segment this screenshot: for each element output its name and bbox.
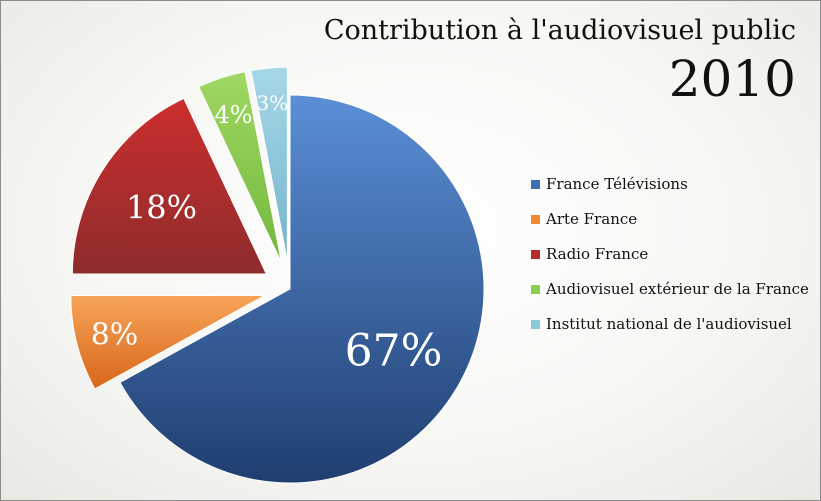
pie-slice-institut-national-de-l-audiovisuel bbox=[250, 66, 288, 262]
pie-slice-france-televisions bbox=[119, 94, 485, 484]
legend-swatch-institut-national-de-l-audiovisuel bbox=[531, 320, 540, 329]
legend-swatch-radio-france bbox=[531, 250, 540, 259]
pie-slice-arte-france bbox=[70, 294, 266, 390]
legend-swatch-france-televisions bbox=[531, 180, 540, 189]
pie-slice-radio-france bbox=[71, 97, 268, 275]
pie-data-labels: 67% 8% 18% 4% 3% bbox=[91, 91, 443, 377]
chart-title: Contribution à l'audiovisuel public bbox=[324, 15, 796, 46]
legend-label-radio-france: Radio France bbox=[546, 245, 648, 263]
legend-swatch-audiovisuel-exterieur-de-la-france bbox=[531, 285, 540, 294]
data-label-france-televisions: 67% bbox=[345, 326, 443, 377]
legend-label-france-televisions: France Télévisions bbox=[546, 175, 688, 193]
legend-label-audiovisuel-exterieur-de-la-france: Audiovisuel extérieur de la France bbox=[545, 280, 809, 298]
data-label-arte-france: 8% bbox=[91, 318, 139, 353]
legend-swatch-arte-france bbox=[531, 215, 540, 224]
data-label-radio-france: 18% bbox=[126, 189, 197, 227]
pie-slices bbox=[70, 66, 485, 484]
pie-slice-audiovisuel-exterieur-de-la-france bbox=[198, 71, 282, 263]
legend: France Télévisions Arte France Radio Franc… bbox=[531, 175, 809, 333]
legend-label-institut-national-de-l-audiovisuel: Institut national de l'audiovisuel bbox=[546, 315, 792, 333]
chart-subtitle: 2010 bbox=[669, 50, 796, 108]
legend-label-arte-france: Arte France bbox=[545, 210, 637, 228]
data-label-institut-national-de-l-audiovisuel: 3% bbox=[257, 91, 289, 115]
data-label-audiovisuel-exterieur-de-la-france: 4% bbox=[214, 101, 252, 129]
